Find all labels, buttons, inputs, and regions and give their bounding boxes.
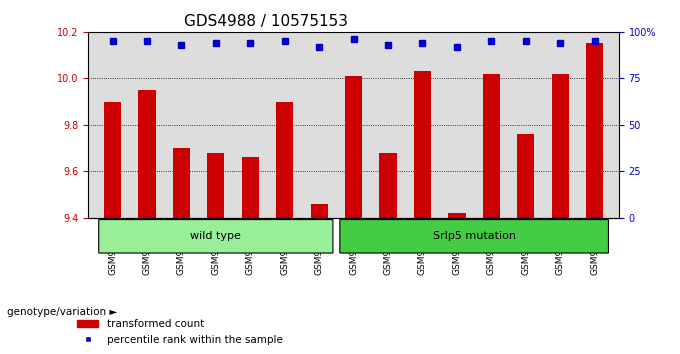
Bar (276, 102, 293, 218)
FancyBboxPatch shape (340, 219, 609, 253)
Bar (207, 153, 224, 218)
Bar (173, 148, 190, 218)
Text: GDS4988 / 10575153: GDS4988 / 10575153 (184, 14, 348, 29)
Bar (448, 213, 466, 218)
Legend: transformed count, percentile rank within the sample: transformed count, percentile rank withi… (73, 315, 286, 349)
Bar (345, 76, 362, 218)
Bar (138, 90, 156, 218)
Bar (414, 72, 431, 218)
Bar (586, 44, 603, 218)
Bar (241, 157, 259, 218)
Bar (379, 153, 396, 218)
Text: genotype/variation ►: genotype/variation ► (7, 307, 117, 316)
Bar (483, 74, 500, 218)
Bar (551, 74, 569, 218)
Text: wild type: wild type (190, 231, 241, 241)
Bar (517, 134, 534, 218)
Bar (311, 204, 328, 218)
Text: Srlp5 mutation: Srlp5 mutation (432, 231, 515, 241)
FancyBboxPatch shape (99, 219, 333, 253)
Bar (104, 102, 121, 218)
